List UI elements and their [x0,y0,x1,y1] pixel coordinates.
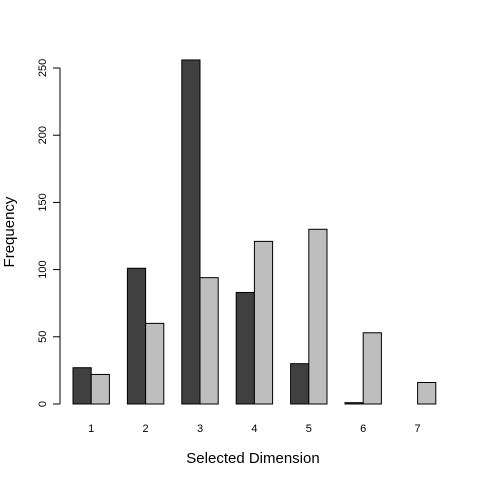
bar-series-1-dim-3 [181,59,201,405]
bar-series-2-dim-6 [362,332,382,405]
x-tick-label-7: 7 [415,423,421,435]
y-tick-label-200: 200 [37,126,49,144]
bar-series-1-dim-4 [235,291,255,405]
bar-series-1-dim-1 [72,367,92,405]
bar-series-2-dim-1 [90,373,110,405]
y-tick-label-150: 150 [37,193,49,211]
y-tick-label-50: 50 [37,331,49,343]
bar-series-1-dim-5 [290,363,310,405]
bars-group [72,59,437,405]
x-axis-title: Selected Dimension [186,450,319,467]
x-tick-label-6: 6 [360,423,366,435]
x-tick-label-4: 4 [251,423,257,435]
bar-series-2-dim-2 [145,322,165,405]
x-tick-label-3: 3 [197,423,203,435]
y-tick-label-100: 100 [37,260,49,278]
y-axis-title: Frequency [1,196,18,267]
x-tick-labels: 1 2 3 4 5 6 7 [88,423,421,435]
x-tick-label-5: 5 [306,423,312,435]
x-tick-label-2: 2 [143,423,149,435]
y-tick-label-250: 250 [37,59,49,77]
y-tick-label-0: 0 [37,401,49,407]
bar-series-2-dim-3 [199,277,219,405]
bar-series-2-dim-4 [253,240,274,405]
x-tick-label-1: 1 [88,423,94,435]
bar-series-1-dim-6 [344,402,364,405]
bar-series-1-dim-2 [126,267,147,405]
bar-series-2-dim-5 [308,228,328,405]
bar-series-2-dim-7 [417,382,437,405]
y-axis: 0 50 100 150 200 250 [37,59,61,407]
